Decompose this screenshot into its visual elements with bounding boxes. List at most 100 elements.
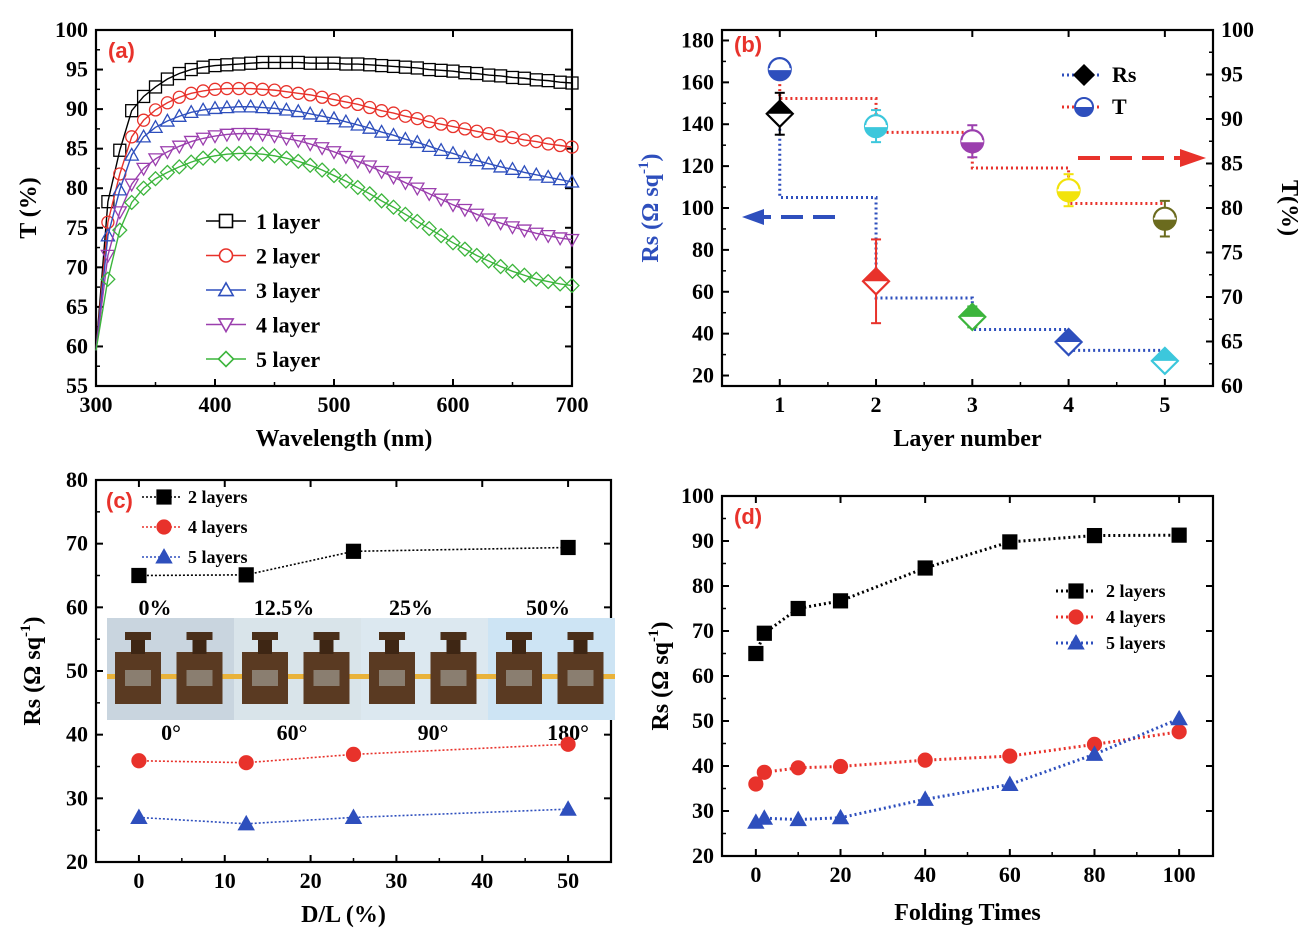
- data-point: [147, 153, 164, 167]
- data-point: [433, 142, 449, 156]
- y2-tick-label: 100: [1221, 17, 1254, 42]
- x-tick-label: 0: [750, 862, 761, 887]
- data-point: [231, 98, 247, 113]
- data-point: [159, 164, 176, 181]
- data-point-T-fill: [865, 126, 888, 138]
- data-point: [344, 808, 363, 824]
- data-point: [238, 755, 254, 771]
- data-point: [565, 140, 579, 154]
- data-point: [231, 127, 247, 142]
- y-tick-label: 20: [692, 843, 714, 868]
- x-tick-label: 40: [471, 868, 493, 893]
- data-point: [338, 113, 354, 128]
- data-point: [445, 145, 461, 160]
- data-point: [528, 227, 545, 242]
- data-point: [160, 96, 175, 110]
- data-point: [290, 153, 307, 170]
- y-axis-label-main: Rs (Ω sq: [20, 636, 46, 725]
- y-tick-label: 180: [681, 27, 714, 52]
- data-point-Rs-fill: [766, 100, 793, 114]
- data-point: [516, 267, 533, 284]
- data-point: [540, 169, 556, 183]
- photo-top-label: 50%: [526, 595, 570, 620]
- data-point: [564, 173, 580, 188]
- data-point: [421, 220, 438, 237]
- data-point: [410, 111, 424, 126]
- legend-label: 1 layer: [256, 209, 320, 234]
- data-point: [100, 227, 116, 242]
- photo-bottom-label: 60°: [277, 720, 308, 745]
- y2-tick-label: 65: [1221, 329, 1243, 354]
- data-point: [565, 76, 579, 90]
- data-point: [314, 142, 330, 156]
- series-line-4: [95, 132, 573, 351]
- data-point: [290, 135, 307, 149]
- data-point: [559, 800, 577, 816]
- data-point: [1002, 534, 1018, 550]
- y2-tick-label: 80: [1221, 195, 1243, 220]
- data-point: [148, 103, 163, 117]
- data-point: [385, 171, 402, 186]
- data-point: [445, 199, 461, 213]
- x-tick-label: 300: [80, 392, 113, 417]
- data-point: [397, 206, 414, 223]
- data-point: [349, 179, 366, 196]
- data-point: [748, 776, 764, 792]
- plot-frame: [94, 28, 574, 388]
- data-point: [351, 97, 365, 112]
- data-point-T-fill: [961, 141, 984, 153]
- arrow-right-head: [1180, 149, 1206, 167]
- clamp-screw: [319, 636, 334, 654]
- x-tick-label: 4: [1063, 392, 1074, 417]
- legend-marker: [217, 350, 235, 368]
- y-axis-label-sup: -1: [18, 624, 34, 637]
- y-axis-label-close: ): [648, 621, 674, 629]
- data-point: [219, 128, 235, 143]
- y-tick-label: 90: [692, 528, 714, 553]
- data-point: [457, 241, 473, 257]
- data-point: [469, 208, 485, 223]
- data-point: [207, 147, 223, 164]
- data-point: [564, 233, 580, 248]
- data-point: [159, 146, 176, 160]
- data-point: [361, 120, 378, 134]
- y-axis-label: Rs (Ω sq-1): [636, 153, 664, 262]
- data-point: [552, 232, 568, 246]
- data-point: [409, 213, 426, 230]
- data-point: [504, 161, 521, 175]
- data-point: [147, 170, 164, 187]
- clamp-knob: [440, 632, 467, 640]
- series-line-Rs: [778, 113, 1167, 361]
- data-point: [123, 178, 140, 193]
- legend-label: 5 layers: [1106, 633, 1165, 653]
- data-point-T-fill: [768, 69, 791, 81]
- data-point: [1001, 775, 1019, 792]
- series-line-5: [95, 152, 573, 351]
- clamp-screw: [573, 636, 588, 654]
- data-point: [302, 157, 319, 174]
- data-point: [1085, 745, 1104, 761]
- data-point: [516, 224, 533, 239]
- x-axis-label: Layer number: [893, 426, 1042, 452]
- data-point: [373, 193, 390, 209]
- y-tick-label: 70: [66, 254, 88, 279]
- data-point: [123, 194, 140, 211]
- data-point: [135, 162, 152, 177]
- data-point: [242, 127, 259, 142]
- data-point: [290, 103, 307, 118]
- legend-marker: [1067, 634, 1085, 650]
- data-point: [385, 127, 402, 141]
- data-point: [159, 113, 176, 127]
- panel-a: 300 400 500 600 700 55 60 65 70 75 80 85 90 95 100 (a) 1…: [16, 17, 589, 452]
- data-point: [552, 171, 568, 186]
- y2-tick-label: 70: [1221, 284, 1243, 309]
- x-tick-label: 2: [871, 392, 882, 417]
- data-point: [350, 155, 366, 170]
- x-axis-label: Folding Times: [894, 900, 1040, 926]
- y-tick-label: 100: [681, 195, 714, 220]
- data-point: [492, 158, 509, 173]
- legend-label: 2 layers: [1106, 581, 1165, 601]
- data-point: [125, 130, 139, 144]
- data-point: [564, 277, 580, 294]
- y-axis-label-main: Rs (Ω sq: [648, 641, 674, 730]
